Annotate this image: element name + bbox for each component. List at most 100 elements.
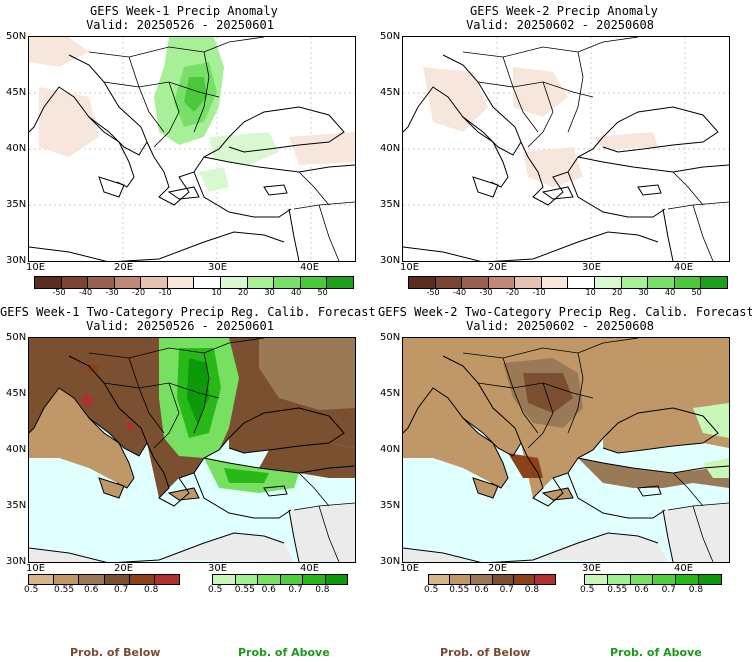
above-tick: 0.6 <box>261 585 276 595</box>
panel3-valid: Valid: 20250526 - 20250601 <box>86 319 274 333</box>
coastlines <box>29 54 355 261</box>
panel3-below-ticks: 0.5 0.55 0.6 0.7 0.8 <box>24 585 178 597</box>
above-tick: 0.7 <box>661 585 676 595</box>
panel3-lat-30: 30N <box>6 556 27 567</box>
anomaly-swatch <box>194 277 222 288</box>
panel3-lon-40: 40E <box>300 563 320 574</box>
anomaly-tick: -40 <box>79 288 93 297</box>
anomaly-tick: -30 <box>479 288 493 297</box>
panel4-above-colorbar <box>584 574 722 585</box>
panel2-valid: Valid: 20250602 - 20250608 <box>466 18 654 32</box>
panel1-anomaly-ticks: -50 -40 -30 -20 -10 10 20 30 40 50 <box>34 288 352 300</box>
panel4-lat-30: 30N <box>380 556 401 567</box>
borders <box>88 37 355 261</box>
panel1-lat-50: 50N <box>6 31 27 42</box>
anomaly-swatch <box>327 277 353 288</box>
legend-above-right: Prob. of Above <box>610 646 702 659</box>
anomaly-swatch <box>35 277 62 288</box>
above-swatch <box>699 575 721 584</box>
borders <box>462 37 729 261</box>
anomaly-tick: -20 <box>132 288 146 297</box>
panel1-title: GEFS Week-1 Precip Anomaly <box>90 4 278 18</box>
above-tick: 0.8 <box>688 585 704 595</box>
anomaly-swatch <box>409 277 436 288</box>
anomaly-tick: 20 <box>612 288 623 297</box>
panel3-lat-40: 40N <box>6 444 27 455</box>
anomaly-swatch <box>435 277 463 288</box>
panel1-lat-45: 45N <box>6 87 27 98</box>
panel2-lon-10: 10E <box>400 262 420 273</box>
panel4-lat-45: 45N <box>380 388 401 399</box>
panel4-map-svg <box>403 338 729 562</box>
above-swatch <box>607 575 631 584</box>
above-tick: 0.8 <box>315 585 330 595</box>
below-swatch <box>513 575 535 584</box>
above-swatch <box>303 575 326 584</box>
above-swatch <box>213 575 236 584</box>
below-swatch <box>534 575 556 584</box>
below-tick: 0.6 <box>84 585 99 595</box>
anomaly-swatch <box>300 277 328 288</box>
panel3-lat-35: 35N <box>6 500 27 511</box>
panel3-lat-45: 45N <box>6 388 27 399</box>
legend-above-left: Prob. of Above <box>238 646 330 659</box>
panel3-below-colorbar <box>28 574 180 585</box>
legend-below-left: Prob. of Below <box>70 646 161 659</box>
panel1-valid: Valid: 20250526 - 20250601 <box>86 18 274 32</box>
panel1-lon-10: 10E <box>26 262 46 273</box>
anomaly-tick: 30 <box>638 288 649 297</box>
panel2-lat-35: 35N <box>380 199 401 210</box>
above-swatch <box>585 575 608 584</box>
above-tick: 0.55 <box>607 585 628 595</box>
anomaly-swatch <box>61 277 89 288</box>
below-tick: 0.7 <box>499 585 514 595</box>
probability-shading <box>29 338 355 562</box>
below-swatch <box>129 575 155 584</box>
panel3-map-svg <box>29 338 355 562</box>
anomaly-swatch <box>621 277 649 288</box>
legend-below-right: Prob. of Below <box>440 646 531 659</box>
anomaly-tick: -20 <box>506 288 520 297</box>
panel4-lat-50: 50N <box>380 332 401 343</box>
above-tick: 0.5 <box>580 585 595 595</box>
below-swatch <box>471 575 493 584</box>
above-swatch <box>280 575 303 584</box>
above-swatch <box>258 575 281 584</box>
panel4-valid: Valid: 20250602 - 20250608 <box>466 319 654 333</box>
above-tick: 0.6 <box>634 585 649 595</box>
panel1-lon-30: 30E <box>208 262 228 273</box>
anomaly-tick: 40 <box>291 288 302 297</box>
panel1-lat-30: 30N <box>6 255 27 266</box>
below-swatch <box>29 575 55 584</box>
panel4-above-ticks: 0.5 0.55 0.6 0.7 0.8 <box>580 585 720 597</box>
anomaly-tick: -10 <box>532 288 546 297</box>
panel1-lon-40: 40E <box>300 262 320 273</box>
anomaly-tick: 50 <box>317 288 328 297</box>
coastlines <box>403 355 729 562</box>
panel4-title: GEFS Week-2 Two-Category Precip Reg. Cal… <box>378 305 752 319</box>
below-swatch <box>54 575 80 584</box>
anomaly-tick: -10 <box>158 288 172 297</box>
panel4-below-colorbar <box>428 574 556 585</box>
panel4-lon-30: 30E <box>582 563 602 574</box>
above-swatch <box>653 575 677 584</box>
below-tick: 0.7 <box>114 585 129 595</box>
panel4-lat-40: 40N <box>380 444 401 455</box>
borders <box>462 338 729 562</box>
below-swatch <box>450 575 472 584</box>
panel2-lat-50: 50N <box>380 31 401 42</box>
anomaly-swatch <box>595 277 622 288</box>
anomaly-tick: 50 <box>691 288 702 297</box>
anomaly-tick: -30 <box>105 288 119 297</box>
below-swatch <box>154 575 180 584</box>
panel2-map <box>402 36 730 262</box>
anomaly-swatch <box>114 277 142 288</box>
panel2-lat-30: 30N <box>380 255 401 266</box>
below-swatch <box>79 575 105 584</box>
anomaly-tick: 10 <box>211 288 222 297</box>
below-tick: 0.5 <box>24 585 39 595</box>
panel1-anomaly-colorbar <box>34 276 354 289</box>
panel1-map-svg <box>29 37 355 261</box>
panel1-lat-40: 40N <box>6 143 27 154</box>
anomaly-shading <box>423 67 658 187</box>
